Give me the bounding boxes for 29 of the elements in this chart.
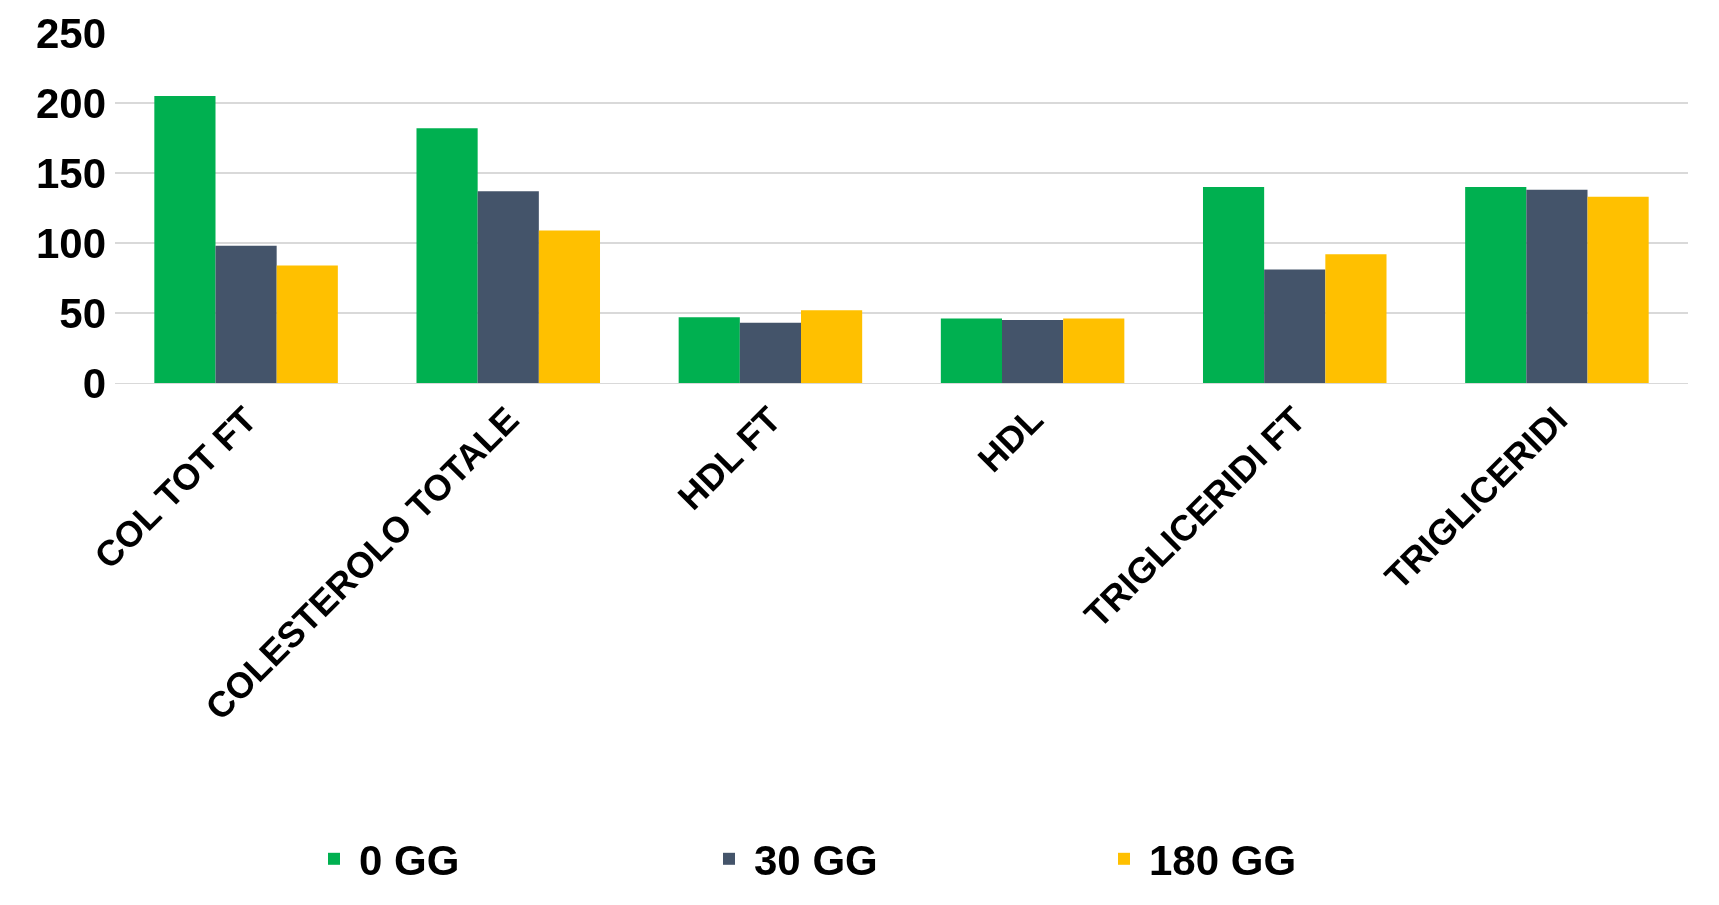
bar bbox=[678, 317, 740, 383]
bar bbox=[1063, 318, 1125, 383]
bar bbox=[1202, 187, 1265, 383]
y-tick-label: 100 bbox=[35, 219, 106, 267]
legend-label: 0 GG bbox=[359, 837, 460, 885]
y-tick-label: 200 bbox=[35, 79, 106, 127]
y-tick-label: 250 bbox=[35, 9, 106, 57]
bar bbox=[215, 245, 277, 383]
bar bbox=[1526, 189, 1588, 383]
x-tick-label: HDL bbox=[969, 398, 1051, 480]
bar bbox=[1325, 254, 1387, 383]
y-tick-label: 50 bbox=[59, 289, 106, 337]
bar bbox=[416, 128, 478, 383]
bar bbox=[154, 96, 216, 383]
bar bbox=[1465, 187, 1527, 383]
bar bbox=[276, 265, 338, 383]
y-tick-label: 0 bbox=[82, 359, 106, 407]
bar bbox=[801, 310, 863, 383]
y-tick-label: 150 bbox=[35, 149, 106, 197]
bar bbox=[1264, 269, 1326, 383]
bar bbox=[477, 191, 539, 383]
legend-label: 30 GG bbox=[754, 837, 878, 885]
bar bbox=[538, 230, 601, 383]
bar bbox=[1587, 196, 1649, 383]
x-tick-label: HDL FT bbox=[669, 398, 789, 518]
bar bbox=[739, 322, 801, 383]
bar bbox=[1002, 320, 1064, 383]
bar bbox=[940, 318, 1002, 383]
legend-label: 180 GG bbox=[1149, 837, 1297, 885]
